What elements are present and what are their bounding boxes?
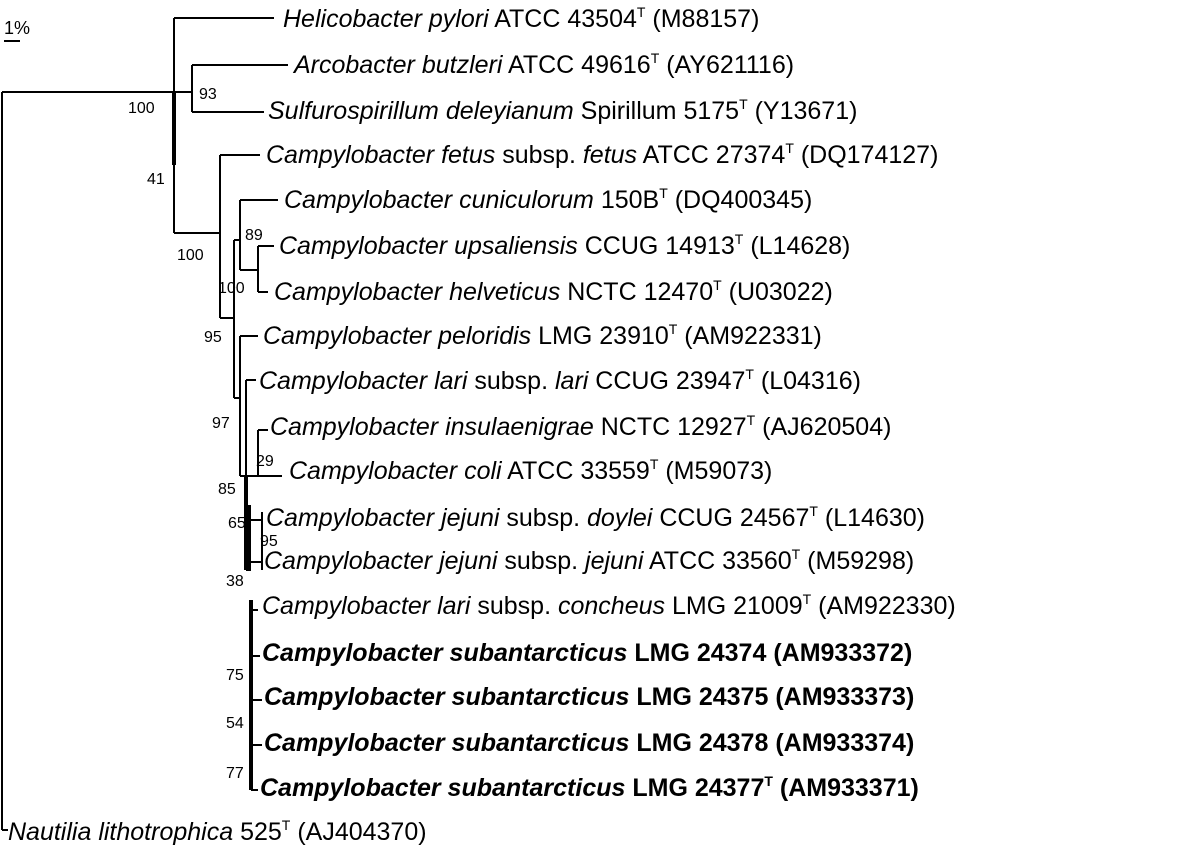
- taxon-label: Helicobacter pylori ATCC 43504T (M88157): [283, 4, 759, 33]
- taxon-label: Campylobacter fetus subsp. fetus ATCC 27…: [266, 140, 938, 169]
- bootstrap-value: 100: [177, 247, 204, 264]
- taxon-label: Nautilia lithotrophica 525T (AJ404370): [8, 817, 427, 846]
- bootstrap-value: 97: [212, 415, 230, 432]
- bootstrap-value: 85: [218, 481, 236, 498]
- taxon-label: Campylobacter jejuni subsp. jejuni ATCC …: [264, 546, 914, 575]
- taxon-label: Campylobacter coli ATCC 33559T (M59073): [289, 456, 772, 485]
- bootstrap-value: 77: [226, 765, 244, 782]
- bootstrap-value: 29: [256, 453, 274, 470]
- taxon-label: Campylobacter helveticus NCTC 12470T (U0…: [274, 277, 833, 306]
- taxon-label: Campylobacter lari subsp. concheus LMG 2…: [262, 591, 956, 620]
- bootstrap-value: 93: [199, 86, 217, 103]
- taxon-label: Arcobacter butzleri ATCC 49616T (AY62111…: [292, 50, 794, 79]
- tree-branches: [1, 17, 288, 831]
- bootstrap-value: 75: [226, 667, 244, 684]
- taxon-label-new-species: Campylobacter subantarcticus LMG 24377T …: [260, 773, 919, 802]
- taxon-labels: Helicobacter pylori ATCC 43504T (M88157)…: [8, 4, 956, 846]
- bootstrap-value: 95: [204, 329, 222, 346]
- taxon-label-new-species: Campylobacter subantarcticus LMG 24378 (…: [264, 729, 914, 757]
- bootstrap-values: 100 93 41 100 89 100 95 97 29 85 65 95 3…: [128, 86, 278, 782]
- taxon-label: Campylobacter upsaliensis CCUG 14913T (L…: [279, 231, 850, 260]
- bootstrap-value: 89: [245, 227, 263, 244]
- bootstrap-value: 41: [147, 171, 165, 188]
- taxon-label-new-species: Campylobacter subantarcticus LMG 24375 (…: [264, 683, 914, 711]
- taxon-label: Campylobacter peloridis LMG 23910T (AM92…: [263, 321, 822, 350]
- bootstrap-value: 54: [226, 715, 244, 732]
- bootstrap-value: 100: [128, 100, 155, 117]
- taxon-label: Campylobacter insulaenigrae NCTC 12927T …: [270, 412, 891, 441]
- bootstrap-value: 95: [260, 533, 278, 550]
- bootstrap-value: 100: [218, 280, 245, 297]
- taxon-label: Campylobacter cuniculorum 150BT (DQ40034…: [284, 185, 812, 214]
- taxon-label: Campylobacter lari subsp. lari CCUG 2394…: [259, 366, 861, 395]
- scale-bar-label: 1%: [4, 18, 30, 38]
- taxon-label-new-species: Campylobacter subantarcticus LMG 24374 (…: [262, 639, 912, 667]
- bootstrap-value: 65: [228, 515, 246, 532]
- taxon-label: Sulfurospirillum deleyianum Spirillum 51…: [268, 96, 857, 125]
- taxon-label: Campylobacter jejuni subsp. doylei CCUG …: [266, 503, 925, 532]
- bootstrap-value: 38: [226, 573, 244, 590]
